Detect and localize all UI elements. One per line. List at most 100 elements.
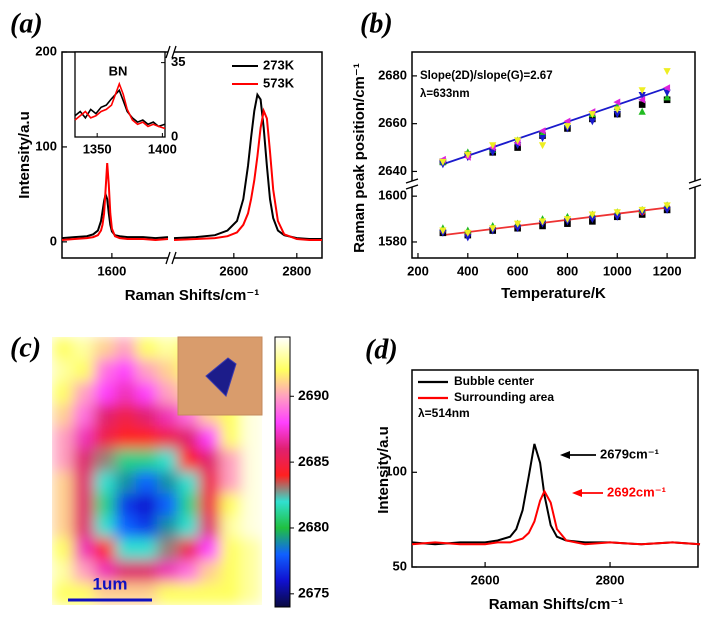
axis-break — [688, 178, 702, 184]
heat-cell — [157, 448, 179, 472]
heat-cell — [241, 582, 262, 605]
spectrum-line — [61, 163, 169, 242]
panel-label: (d) — [365, 334, 398, 365]
annotation: 2692cm⁻¹ — [607, 484, 666, 499]
legend-label: Surrounding area — [454, 390, 554, 404]
heat-cell — [115, 404, 137, 427]
heat-cell — [178, 471, 200, 494]
marker — [513, 225, 522, 233]
heat-cell — [178, 448, 200, 472]
axis-break — [690, 181, 700, 187]
heat-cell — [94, 471, 116, 494]
colorbar-tick-label: 2680 — [298, 519, 329, 535]
inset-x-tick-label: 1350 — [83, 141, 112, 156]
y-tick-label: 100 — [35, 138, 57, 153]
panel-label: (a) — [10, 8, 43, 39]
y-tick-label: 2680 — [378, 67, 407, 82]
heat-cell — [241, 448, 262, 472]
heat-cell — [73, 515, 95, 539]
heat-cell — [157, 515, 179, 539]
marker — [663, 68, 671, 76]
y-tick-label: 1600 — [378, 188, 407, 203]
marker — [538, 218, 547, 226]
spectrum-line — [74, 81, 166, 130]
annotation: Slope(2D)/slope(G)=2.67 — [420, 70, 553, 82]
heat-cell — [115, 560, 137, 584]
heat-cell — [52, 582, 74, 605]
panel-label: (b) — [360, 8, 393, 39]
heat-cell — [241, 560, 262, 584]
heat-cell — [73, 582, 95, 605]
y-tick-label: 0 — [50, 233, 57, 248]
heat-cell — [199, 493, 221, 517]
axis-break — [168, 47, 174, 57]
heat-cell — [115, 448, 137, 472]
marker — [513, 137, 522, 145]
heat-cell — [115, 337, 137, 360]
heat-cell — [94, 381, 116, 405]
heat-cell — [157, 404, 179, 427]
marker — [638, 92, 646, 99]
heat-cell — [199, 426, 221, 450]
heat-cell — [241, 493, 262, 517]
x-tick-label: 2600 — [219, 263, 248, 278]
heat-cell — [52, 493, 74, 517]
marker — [489, 142, 497, 150]
heat-cell — [178, 426, 200, 450]
axis-break — [171, 45, 177, 59]
axis-break — [168, 253, 174, 263]
x-tick-label: 1000 — [603, 263, 632, 278]
heat-cell — [199, 560, 221, 584]
spectrum-line — [61, 190, 169, 240]
heat-cell — [241, 426, 262, 450]
y-tick-label: 1580 — [378, 233, 407, 248]
heat-cell — [178, 560, 200, 584]
colorbar-tick-label: 2690 — [298, 387, 329, 403]
y-axis-label: Intensity/a.u — [375, 426, 392, 514]
heat-cell — [220, 493, 242, 517]
heat-cell — [52, 515, 74, 539]
marker — [663, 202, 671, 210]
marker — [538, 127, 546, 135]
x-axis-label: Temperature/K — [501, 285, 606, 302]
marker — [613, 106, 621, 114]
heat-cell — [136, 381, 158, 405]
heat-cell — [73, 426, 95, 450]
marker — [663, 84, 671, 92]
heat-cell — [73, 337, 95, 360]
marker — [638, 206, 646, 214]
arrow-head — [572, 489, 582, 497]
heat-cell — [94, 515, 116, 539]
heat-cell — [178, 493, 200, 517]
heat-cell — [136, 582, 158, 605]
marker — [663, 206, 671, 214]
heat-cell — [52, 337, 74, 360]
axis-break — [165, 251, 171, 265]
heat-cell — [115, 471, 137, 494]
x-axis-label: Raman Shifts/cm⁻¹ — [489, 596, 624, 613]
marker — [538, 142, 547, 150]
marker — [464, 234, 472, 242]
marker — [613, 209, 621, 217]
heat-cell — [241, 471, 262, 494]
heat-cell — [115, 538, 137, 561]
heat-cell — [199, 448, 221, 472]
y-tick-label: 2640 — [378, 163, 407, 178]
heat-cell — [157, 471, 179, 494]
axis-break — [165, 45, 171, 59]
heat-cell — [157, 493, 179, 517]
heat-cell — [136, 515, 158, 539]
y-tick-label: 2660 — [378, 115, 407, 130]
heat-cell — [220, 582, 242, 605]
x-axis-label: Raman Shifts/cm⁻¹ — [125, 287, 260, 304]
colorbar-tick-label: 2685 — [298, 453, 329, 469]
fit-line — [442, 86, 668, 166]
heat-cell — [94, 493, 116, 517]
heat-cell — [94, 337, 116, 360]
y-tick-label: 200 — [35, 43, 57, 58]
legend-label: Bubble center — [454, 374, 534, 388]
axes-frame — [411, 51, 696, 259]
annotation: λ=633nm — [420, 88, 470, 100]
marker — [638, 96, 646, 104]
